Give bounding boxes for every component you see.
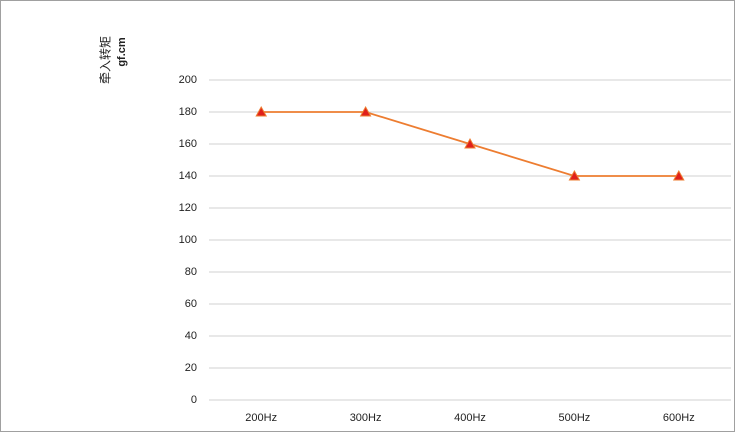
y-tick-label: 80 <box>185 266 197 278</box>
y-tick-label: 0 <box>191 394 197 406</box>
point-marker <box>359 105 372 117</box>
x-tick-label: 500Hz <box>559 412 591 424</box>
y-tick-label: 40 <box>185 330 197 342</box>
y-axis-unit: gf.cm <box>116 37 128 67</box>
y-tick-label: 200 <box>179 74 197 86</box>
point-marker <box>568 169 581 181</box>
y-tick-label: 120 <box>179 202 197 214</box>
y-tick-label: 180 <box>179 106 197 118</box>
x-tick-label: 400Hz <box>454 412 486 424</box>
y-axis-label: 牵入转矩 <box>98 36 113 84</box>
point-marker <box>255 105 268 117</box>
x-tick-label: 600Hz <box>663 412 695 424</box>
y-tick-label: 100 <box>179 234 197 246</box>
point-marker <box>672 169 685 181</box>
point-marker <box>464 137 476 149</box>
y-tick-label: 20 <box>185 362 197 374</box>
y-tick-label: 60 <box>185 298 197 310</box>
y-tick-label: 140 <box>179 170 197 182</box>
x-tick-label: 300Hz <box>350 412 382 424</box>
x-tick-label: 200Hz <box>245 412 277 424</box>
y-tick-label: 160 <box>179 138 197 150</box>
